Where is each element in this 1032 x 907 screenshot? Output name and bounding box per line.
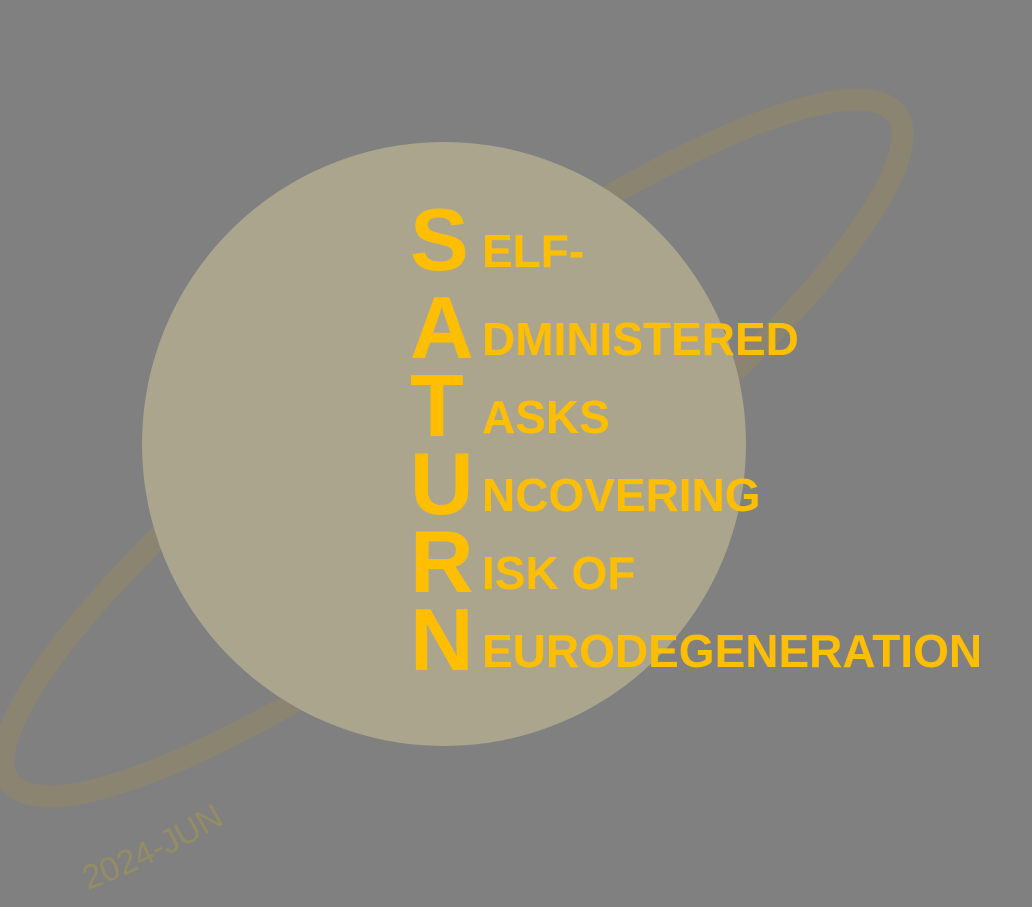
acronym-word: ISK OF <box>482 547 636 599</box>
planet-icon <box>142 142 746 746</box>
acronym-word: DMINISTERED <box>482 313 799 365</box>
acronym-initial: U <box>410 434 474 533</box>
acronym-initial: A <box>410 278 474 377</box>
date-stamp: 2024-JUN <box>77 797 229 898</box>
acronym-word: EURODEGENERATION <box>482 625 983 677</box>
acronym-initial: N <box>410 590 474 689</box>
acronym-initial: R <box>410 512 474 611</box>
acronym-word: ASKS <box>482 391 610 443</box>
acronym-initial: T <box>410 356 464 455</box>
acronym-initial: S <box>410 190 469 289</box>
acronym-word: NCOVERING <box>482 469 761 521</box>
acronym-word: ELF- <box>482 225 585 277</box>
